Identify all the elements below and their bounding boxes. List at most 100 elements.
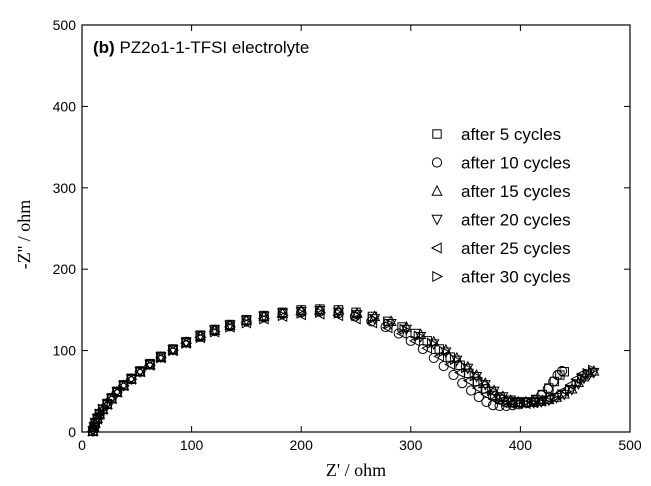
data-point	[451, 351, 463, 363]
series-2	[87, 306, 568, 437]
data-point	[168, 344, 180, 357]
y-tick-label: 100	[53, 343, 77, 359]
y-tick-label: 500	[53, 17, 77, 33]
data-point	[125, 374, 137, 386]
data-point	[399, 323, 411, 336]
x-tick-label: 0	[78, 437, 86, 453]
data-point	[118, 379, 130, 392]
y-tick-label: 200	[53, 261, 77, 277]
data-point	[277, 309, 289, 322]
data-point	[225, 321, 237, 333]
data-point	[512, 397, 523, 410]
legend-item: after 25 cycles	[430, 239, 571, 258]
data-point	[549, 392, 561, 404]
data-point	[295, 304, 307, 316]
data-point	[471, 382, 483, 394]
data-point	[426, 337, 438, 349]
data-point	[135, 366, 147, 378]
x-tick-label: 100	[180, 437, 204, 453]
data-point	[105, 393, 118, 405]
plot-frame	[81, 24, 631, 433]
panel-tag: (b)	[93, 38, 115, 57]
data-point	[415, 328, 427, 340]
data-point	[478, 377, 490, 389]
x-tick-label: 300	[399, 437, 423, 453]
data-point	[583, 366, 596, 378]
data-point	[503, 394, 515, 406]
data-point	[405, 335, 416, 346]
data-point	[557, 388, 569, 401]
y-tick-label: 0	[68, 424, 76, 440]
data-point	[258, 311, 270, 323]
data-point	[565, 384, 576, 396]
data-point	[465, 385, 477, 396]
data-point	[90, 417, 102, 429]
data-point	[444, 358, 455, 371]
series-4	[87, 306, 600, 438]
data-point	[241, 317, 253, 329]
data-point	[333, 307, 345, 319]
data-point	[543, 393, 555, 405]
data-point	[448, 369, 459, 381]
data-point	[535, 394, 547, 406]
y-tick-label: 300	[53, 180, 77, 196]
data-point	[209, 326, 221, 338]
data-point	[559, 367, 569, 377]
series-1	[88, 304, 569, 436]
data-point	[111, 387, 123, 399]
data-point	[542, 394, 553, 406]
panel-title: (b) PZ2o1-1-TFSI electrolyte	[93, 38, 309, 57]
data-point	[156, 352, 167, 364]
legend-marker	[432, 270, 444, 283]
data-point	[351, 309, 363, 322]
data-markers	[86, 303, 600, 438]
data-point	[550, 389, 562, 401]
data-point	[144, 359, 156, 371]
data-point	[314, 303, 326, 315]
data-point	[454, 366, 465, 379]
data-point	[89, 421, 101, 433]
data-point	[332, 309, 344, 322]
legend-label: after 20 cycles	[461, 211, 571, 230]
legend-item: after 10 cycles	[431, 154, 571, 173]
data-point	[497, 392, 509, 404]
data-point	[384, 318, 395, 330]
data-point	[438, 345, 450, 358]
data-point	[504, 397, 516, 410]
data-point	[413, 330, 425, 342]
data-point	[118, 380, 130, 392]
data-point	[94, 408, 106, 420]
data-point	[332, 307, 345, 319]
data-point	[134, 367, 146, 378]
legend-marker	[431, 157, 443, 168]
data-point	[145, 359, 157, 371]
data-point	[167, 345, 179, 356]
data-point	[473, 391, 484, 403]
data-point	[106, 393, 118, 405]
data-point	[470, 368, 483, 380]
data-point	[526, 397, 538, 409]
data-point	[460, 362, 472, 374]
legend-marker	[432, 129, 442, 139]
data-point	[395, 327, 407, 340]
data-point	[313, 308, 325, 320]
x-tick-label: 500	[618, 437, 642, 453]
data-point	[181, 337, 193, 349]
legend-label: after 25 cycles	[461, 239, 571, 258]
data-point	[449, 353, 461, 366]
data-point	[542, 383, 553, 394]
y-tick-label: 400	[53, 98, 77, 114]
chart-title: PZ2o1-1-TFSI electrolyte	[119, 38, 309, 57]
legend-label: after 10 cycles	[461, 154, 571, 173]
data-point	[433, 350, 444, 362]
data-point	[126, 373, 138, 385]
data-point	[88, 425, 100, 437]
legend-item: after 15 cycles	[431, 182, 571, 201]
data-point	[421, 342, 432, 354]
data-point	[511, 396, 523, 408]
data-point	[276, 308, 289, 320]
data-point	[470, 371, 483, 383]
data-point	[457, 378, 468, 389]
legend-marker	[430, 242, 442, 254]
